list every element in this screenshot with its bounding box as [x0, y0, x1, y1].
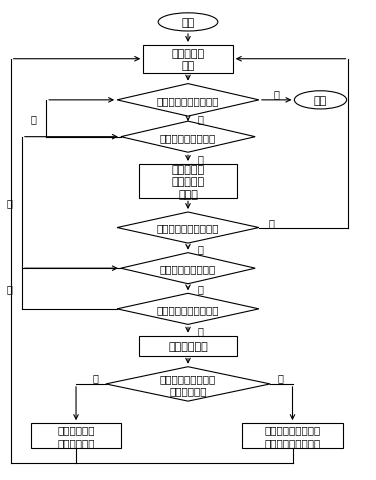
Text: 开始: 开始 [181, 18, 195, 28]
Bar [31, 423, 121, 448]
Text: 否: 否 [277, 372, 284, 382]
Text: 是否经过无线信道？: 是否经过无线信道？ [160, 132, 216, 143]
Bar [242, 423, 343, 448]
Text: 是: 是 [197, 154, 203, 164]
Text: 遍历全网路
由表: 遍历全网路 由表 [171, 48, 205, 71]
Text: 是: 是 [197, 325, 203, 336]
Text: 是: 是 [268, 217, 274, 228]
Bar [139, 165, 237, 199]
Text: 是: 是 [92, 372, 99, 382]
Text: 遍历路由表是否结束？: 遍历路由表是否结束？ [157, 96, 219, 106]
Text: 是否要加注组播时隙
和广播时隙？: 是否要加注组播时隙 和广播时隙？ [160, 373, 216, 395]
Text: 否: 否 [7, 284, 12, 294]
Text: 是: 是 [197, 284, 203, 294]
Text: 下一跳节点是表为空？: 下一跳节点是表为空？ [157, 223, 219, 233]
Text: 跳转到下一
跳网关节点
路由表: 跳转到下一 跳网关节点 路由表 [171, 165, 205, 199]
Bar [139, 336, 237, 356]
Text: 否: 否 [197, 114, 203, 124]
Text: 中继节点单播、组播
和广播时隙需求累加: 中继节点单播、组播 和广播时隙需求累加 [264, 424, 321, 447]
Text: 结束: 结束 [314, 96, 327, 106]
Text: 否: 否 [31, 114, 37, 124]
Text: 否: 否 [197, 243, 203, 253]
Bar [143, 46, 233, 73]
Text: 下一跳链路是否无线？: 下一跳链路是否无线？ [157, 304, 219, 314]
Text: 是: 是 [274, 89, 280, 99]
Text: 找到中继节点: 找到中继节点 [168, 341, 208, 351]
Text: 否: 否 [7, 198, 12, 208]
Text: 中继节点单播
时隙需求累加: 中继节点单播 时隙需求累加 [57, 424, 95, 447]
Text: 目的节点是否相同？: 目的节点是否相同？ [160, 264, 216, 274]
